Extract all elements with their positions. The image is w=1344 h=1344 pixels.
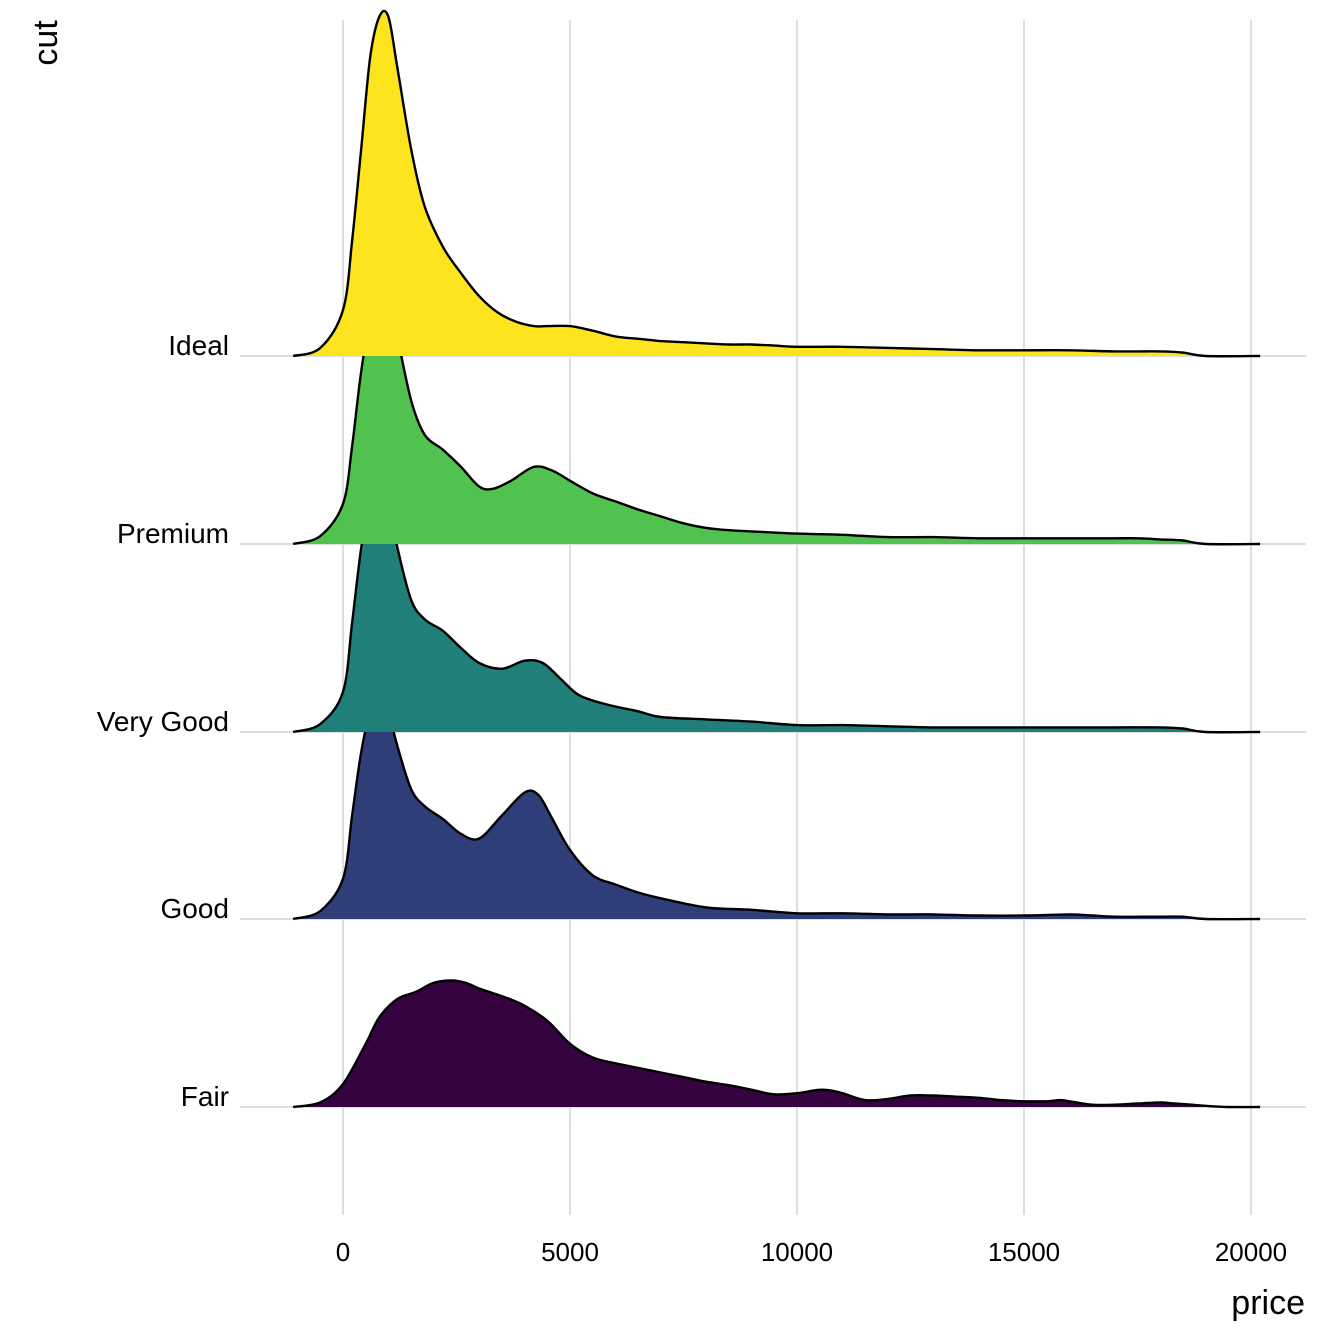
- x-tick-label-0: 0: [336, 1237, 350, 1267]
- ridge-outline-fair: [292, 979, 1261, 1109]
- ridges: [292, 9, 1261, 1109]
- grid-lines: [342, 20, 1252, 1215]
- category-labels: Fair Good Very Good Premium Ideal: [97, 330, 229, 1112]
- x-tick-label-15000: 15000: [988, 1237, 1060, 1267]
- x-tick-labels: 0 5000 10000 15000 20000: [336, 1237, 1287, 1267]
- ridge-fill-very-good: [293, 478, 1261, 733]
- category-label-fair: Fair: [181, 1081, 229, 1112]
- ridge-fill-ideal: [293, 10, 1261, 357]
- category-label-very-good: Very Good: [97, 706, 229, 737]
- x-tick-label-10000: 10000: [761, 1237, 833, 1267]
- category-label-ideal: Ideal: [168, 330, 229, 361]
- x-tick-label-5000: 5000: [541, 1237, 599, 1267]
- ridge-fill-good: [293, 700, 1261, 920]
- x-tick-label-20000: 20000: [1215, 1237, 1287, 1267]
- ridge-fill-fair: [293, 980, 1261, 1108]
- category-label-premium: Premium: [117, 518, 229, 549]
- ridge-fill-premium: [293, 286, 1261, 545]
- category-label-good: Good: [161, 893, 230, 924]
- ridge-outline-ideal: [292, 9, 1261, 358]
- y-axis-title: cut: [27, 20, 65, 66]
- x-axis-title: price: [1231, 1284, 1305, 1322]
